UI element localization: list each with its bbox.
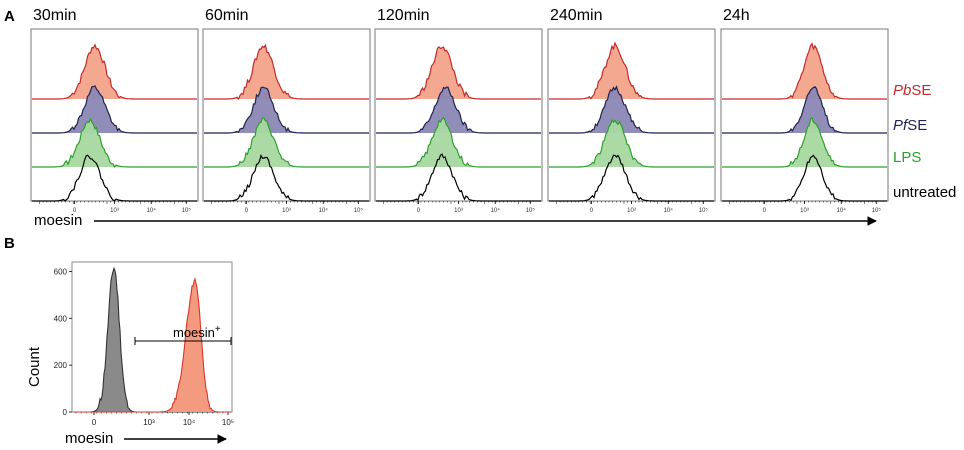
hist-line-untreated-120min (376, 153, 541, 202)
hist-line-PfSE-24h (722, 86, 887, 134)
x-tick-label-4-2: 10³ (627, 208, 636, 214)
panel-b-label: B (4, 235, 15, 252)
time-title-1: 30min (33, 7, 77, 24)
x-tick-label-2-3: 10⁴ (319, 207, 329, 214)
x-tick-label-5-1: 0 (763, 208, 767, 214)
x-tick-label-4-3: 10⁴ (664, 207, 674, 214)
hist-fill-LPS-120min (376, 117, 541, 167)
x-tick-label-1-1: 0 (73, 208, 77, 214)
hist-line-LPS-60min (204, 117, 369, 168)
hist-line-LPS-240min (549, 118, 714, 168)
hist-line-PfSE-60min (204, 86, 369, 134)
time-title-4: 240min (550, 7, 602, 24)
x-tick-label-5-3: 10⁴ (837, 207, 847, 214)
x-tick-label-4-1: 0 (590, 208, 594, 214)
panel-b-x-tick-label-4: 10⁵ (222, 418, 234, 427)
hist-fill-LPS-240min (549, 120, 714, 167)
histogram-panel-4-frame (547, 28, 716, 202)
hist-line-PbSE-120min (376, 46, 541, 100)
x-tick-label-3-3: 10⁴ (491, 207, 501, 214)
y-tick-label-3: 400 (54, 314, 68, 323)
hist-fill-PbSE-240min (549, 43, 714, 99)
panel-b-moesin-fill (73, 278, 231, 412)
hist-line-untreated-24h (722, 154, 887, 202)
panel-b-x-tick-label-3: 10⁴ (183, 418, 196, 427)
x-tick-label-1-4: 10⁵ (182, 207, 192, 214)
panel-b-x-tick-label-1: 0 (92, 418, 97, 427)
x-tick-label-5-2: 10³ (800, 208, 809, 214)
hist-fill-PfSE-24h (722, 86, 887, 133)
x-tick-label-2-1: 0 (245, 208, 249, 214)
row-label-4: untreated (893, 184, 956, 201)
panel-b-x-tick-label-2: 10³ (143, 418, 155, 427)
time-title-3: 120min (377, 7, 429, 24)
hist-fill-PfSE-240min (549, 86, 714, 133)
x-tick-label-3-2: 10³ (454, 208, 463, 214)
x-tick-label-2-4: 10⁵ (354, 207, 364, 214)
x-tick-label-1-2: 10³ (110, 208, 119, 214)
hist-line-LPS-30min (32, 117, 197, 168)
histogram-panel-2-frame (202, 28, 371, 202)
y-tick-label-1: 0 (63, 408, 68, 417)
hist-line-untreated-30min (32, 154, 197, 202)
x-tick-label-1-3: 10⁴ (147, 207, 157, 214)
row-label-1: PbSE (893, 82, 931, 99)
gate-label: moesin+ (173, 324, 221, 341)
hist-fill-PfSE-120min (376, 87, 541, 133)
panel-b-isotype-line (73, 266, 231, 413)
time-title-2: 60min (205, 7, 249, 24)
row-label-3: LPS (893, 149, 921, 166)
x-tick-label-5-4: 10⁵ (872, 207, 882, 214)
hist-fill-PbSE-120min (376, 46, 541, 99)
panel-b-xlabel: moesin (65, 430, 113, 447)
x-tick-label-2-2: 10³ (282, 208, 291, 214)
time-title-5: 24h (723, 7, 750, 24)
hist-line-LPS-24h (722, 116, 887, 168)
panel-a-label: A (4, 8, 15, 25)
hist-line-untreated-240min (549, 154, 714, 202)
panel-a-xlabel: moesin (34, 212, 82, 229)
y-tick-label-2: 200 (54, 361, 68, 370)
hist-line-PfSE-120min (376, 86, 541, 134)
hist-fill-PbSE-24h (722, 43, 887, 99)
x-tick-label-3-1: 0 (417, 208, 421, 214)
histogram-panel-1-frame (30, 28, 199, 202)
hist-line-PfSE-30min (32, 85, 197, 134)
hist-line-PbSE-30min (32, 43, 197, 100)
x-tick-label-4-4: 10⁵ (699, 207, 709, 214)
panel-b-moesin-line (73, 276, 231, 413)
row-label-2: PfSE (893, 117, 927, 134)
x-tick-label-3-4: 10⁵ (526, 207, 536, 214)
panel-b-isotype-fill (73, 268, 231, 412)
hist-fill-LPS-24h (722, 117, 887, 167)
hist-line-PfSE-240min (549, 85, 714, 134)
hist-fill-PbSE-60min (204, 45, 369, 99)
hist-line-PbSE-240min (549, 41, 714, 100)
hist-line-PbSE-60min (204, 43, 369, 101)
hist-fill-LPS-60min (204, 117, 369, 167)
hist-line-LPS-120min (376, 116, 541, 168)
hist-line-untreated-60min (204, 154, 369, 202)
y-tick-label-4: 600 (54, 267, 68, 276)
panel-b-ylabel: Count (26, 346, 43, 387)
hist-line-PbSE-24h (722, 42, 887, 100)
